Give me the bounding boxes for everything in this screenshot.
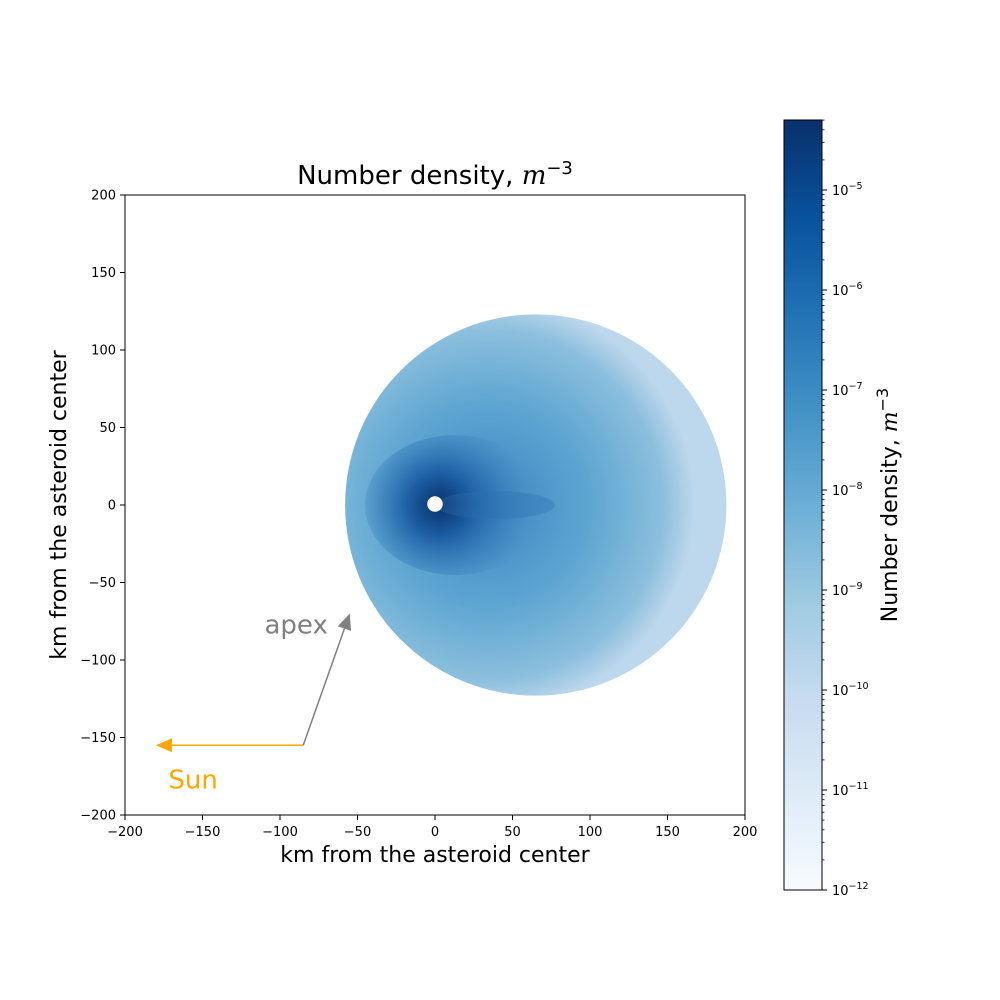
x-tick-label: 50 <box>504 825 521 840</box>
y-tick-label: 200 <box>91 189 116 204</box>
x-tick-label: −150 <box>185 825 221 840</box>
sun-label: Sun <box>168 766 217 796</box>
annotations: Sun apex <box>156 611 352 796</box>
colorbar-tick-label: 10−8 <box>832 481 863 499</box>
colorbar-ticks: 10−12 10−11 10−10 10−9 10−8 10−7 10−6 10−5 <box>822 119 869 899</box>
colorbar-tick-label: 10−11 <box>832 781 869 799</box>
colorbar <box>783 119 823 891</box>
colorbar-label: Number density, m−3 <box>873 388 903 623</box>
y-tick-label: −50 <box>89 576 116 591</box>
colorbar-tick-label: 10−10 <box>832 681 869 699</box>
y-tick-label: 0 <box>108 499 116 514</box>
x-axis-label: km from the asteroid center <box>280 843 590 868</box>
x-tick-label: −50 <box>344 825 371 840</box>
x-tick-label: 0 <box>431 825 439 840</box>
chart-title: Number density, m−3 <box>297 158 573 191</box>
y-tick-label: −150 <box>80 731 116 746</box>
density-core <box>365 435 545 575</box>
x-axis-ticks: −200 −150 −100 −50 0 50 100 150 200 <box>107 815 757 840</box>
x-tick-label: 150 <box>655 825 680 840</box>
apex-arrow <box>302 628 346 746</box>
y-tick-label: 50 <box>99 421 116 436</box>
colorbar-tick-label: 10−12 <box>832 881 869 899</box>
x-tick-label: −200 <box>107 825 143 840</box>
sun-arrow-head <box>156 738 172 753</box>
y-tick-label: 100 <box>91 344 116 359</box>
y-tick-label: 150 <box>91 266 116 281</box>
colorbar-tick-label: 10−5 <box>832 181 863 199</box>
y-tick-label: −200 <box>80 809 116 824</box>
apex-arrow-head <box>337 613 352 631</box>
x-tick-label: 200 <box>733 825 758 840</box>
density-tail <box>435 491 555 519</box>
x-tick-label: 100 <box>578 825 603 840</box>
asteroid-marker <box>427 496 443 512</box>
colorbar-tick-label: 10−7 <box>832 381 863 399</box>
colorbar-tick-label: 10−9 <box>832 581 863 599</box>
colorbar-tick-label: 10−6 <box>832 281 863 299</box>
y-tick-label: −100 <box>80 654 116 669</box>
y-axis-label: km from the asteroid center <box>47 349 72 659</box>
y-axis-ticks: −200 −150 −100 −50 0 50 100 150 200 <box>80 189 125 824</box>
apex-label: apex <box>265 611 328 641</box>
x-tick-label: −100 <box>262 825 298 840</box>
